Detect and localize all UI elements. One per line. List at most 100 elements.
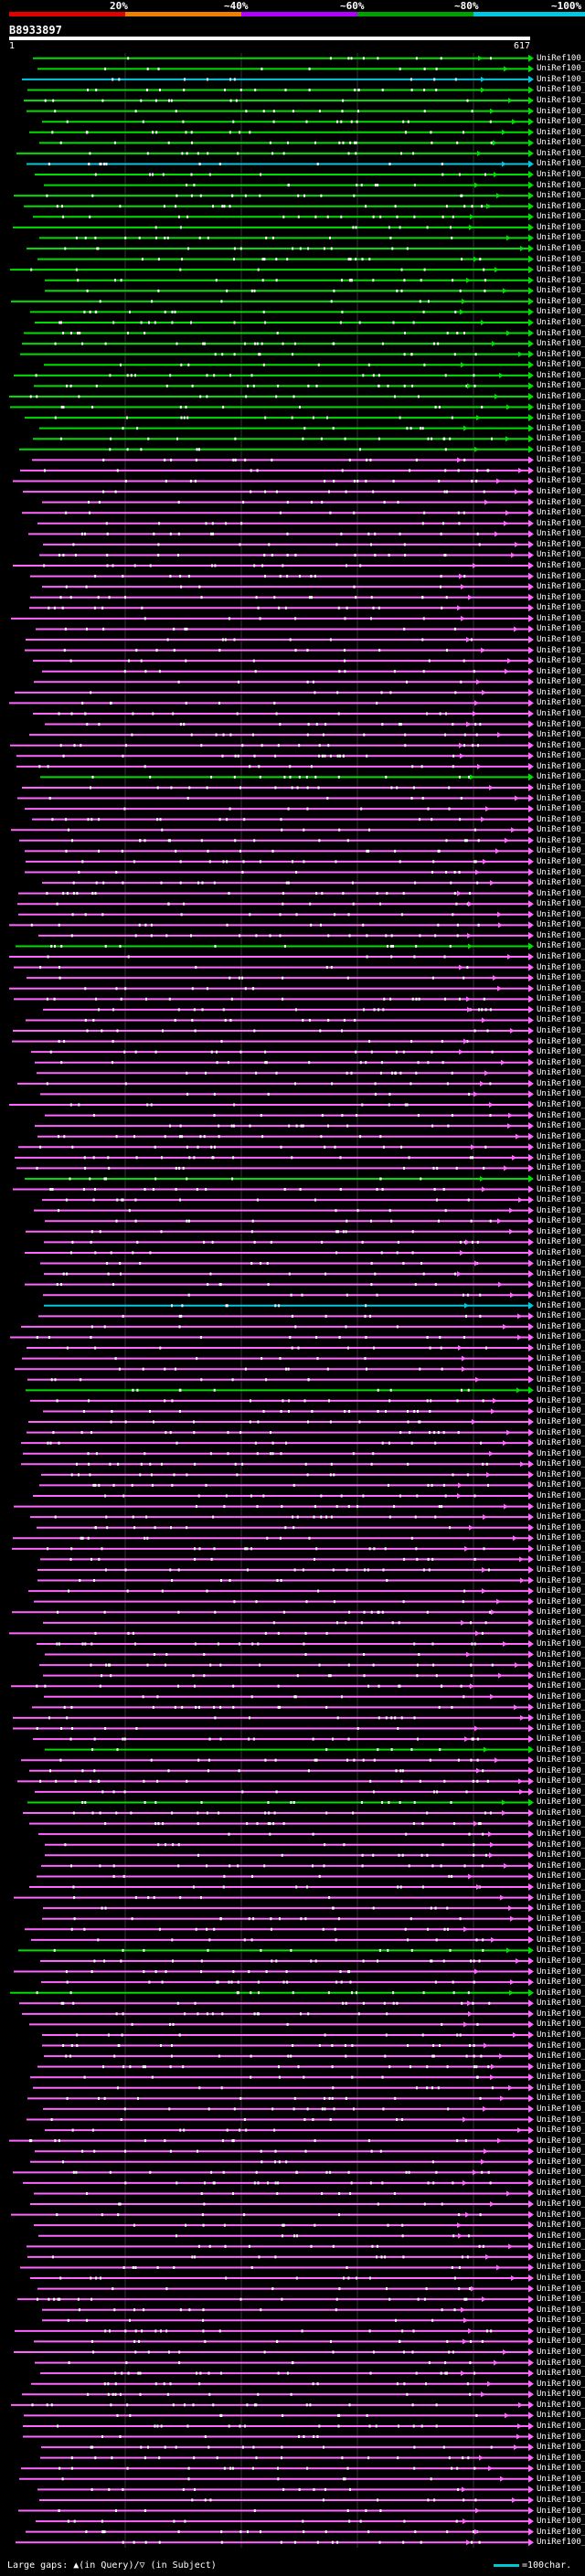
hit-label[interactable]: UniRef100_Q9LMR1 bbox=[537, 708, 585, 718]
hit-label[interactable]: UniRef100_Q9FUR5 bbox=[537, 2041, 585, 2051]
hit-label[interactable]: UniRef100_Q01943 bbox=[537, 613, 585, 623]
hit-label[interactable]: UniRef100_Q9LJ64 bbox=[537, 899, 585, 909]
hit-label[interactable]: UniRef100_C5Y7E8 bbox=[537, 1216, 585, 1226]
hit-label[interactable]: UniRef100_A5BQP2 bbox=[537, 825, 585, 835]
hit-label[interactable]: UniRef100_Q9TQK5 bbox=[537, 730, 585, 740]
hit-label[interactable]: UniRef100_Q9VR46 bbox=[537, 2252, 585, 2262]
hit-label[interactable]: UniRef100_Q1L0R7 bbox=[537, 1596, 585, 1606]
hit-label[interactable]: UniRef100_Q49151 bbox=[537, 2453, 585, 2463]
hit-label[interactable]: UniRef100_P04599 bbox=[537, 148, 585, 158]
hit-label[interactable]: UniRef100_Q9SIL9 bbox=[537, 814, 585, 824]
hit-label[interactable]: UniRef100_Q4FL07 bbox=[537, 1110, 585, 1120]
hit-label[interactable]: UniRef100_UP1000... bbox=[537, 2379, 585, 2389]
hit-label[interactable]: UniRef100_UP1000... bbox=[537, 1427, 585, 1437]
hit-label[interactable]: UniRef100_Q43684 bbox=[537, 233, 585, 243]
hit-label[interactable]: UniRef100_UP1000... bbox=[537, 909, 585, 919]
hit-label[interactable]: UniRef100_UP1000... bbox=[537, 856, 585, 866]
hit-label[interactable]: UniRef100_C4IYP5 bbox=[537, 1491, 585, 1500]
hit-label[interactable]: UniRef100_Q43699 bbox=[537, 2347, 585, 2357]
hit-label[interactable]: UniRef100_Q41707 bbox=[537, 275, 585, 285]
hit-label[interactable]: UniRef100_Q9M342 bbox=[537, 941, 585, 951]
hit-label[interactable]: UniRef100_B9HRV2 bbox=[537, 930, 585, 940]
hit-label[interactable]: UniRef100_B9R0Q4 bbox=[537, 1744, 585, 1754]
hit-label[interactable]: UniRef100_Q2V8Q1 bbox=[537, 582, 585, 592]
hit-label[interactable]: UniRef100_Q2YHP3 bbox=[537, 1564, 585, 1574]
hit-label[interactable]: UniRef100_Q9FSQ0 bbox=[537, 222, 585, 232]
hit-label[interactable]: UniRef100_B9MT25 bbox=[537, 635, 585, 644]
hit-label[interactable]: UniRef100_Q39085 bbox=[537, 286, 585, 296]
hit-label[interactable]: UniRef100_Q5NW55 bbox=[537, 1956, 585, 1966]
hit-label[interactable]: UniRef100_C1FJF1 bbox=[537, 1681, 585, 1691]
hit-label[interactable]: UniRef100_Q9FSI6 bbox=[537, 360, 585, 370]
hit-label[interactable]: UniRef100_Q8LP15 bbox=[537, 487, 585, 497]
hit-label[interactable]: UniRef100_A4AS05 bbox=[537, 1269, 585, 1279]
hit-label[interactable]: UniRef100_Q41120 bbox=[537, 645, 585, 655]
hit-label[interactable]: UniRef100_Q43682 bbox=[537, 265, 585, 275]
hit-label[interactable]: UniRef100_UP1000... bbox=[537, 370, 585, 380]
hit-label[interactable]: UniRef100_Q9SN44 bbox=[537, 1385, 585, 1395]
hit-label[interactable]: UniRef100_UP1000... bbox=[537, 2443, 585, 2453]
hit-label[interactable]: UniRef100_Q9FSV7 bbox=[537, 413, 585, 423]
hit-label[interactable]: UniRef100_Q52066 bbox=[537, 1469, 585, 1479]
hit-label[interactable]: UniRef100_P00012 bbox=[537, 1617, 585, 1627]
hit-label[interactable]: UniRef100_Q41127 bbox=[537, 2506, 585, 2516]
hit-label[interactable]: UniRef100_Q9LG68 bbox=[537, 117, 585, 127]
hit-label[interactable]: UniRef100_Q9FSP5 bbox=[537, 1300, 585, 1310]
hit-label[interactable]: UniRef100_Q7G6K7 bbox=[537, 2411, 585, 2421]
hit-label[interactable]: UniRef100_Q9ZWT0 bbox=[537, 835, 585, 845]
hit-label[interactable]: UniRef100_Q39599 bbox=[537, 180, 585, 190]
hit-label[interactable]: UniRef100_Q8GD27 bbox=[537, 1448, 585, 1458]
hit-label[interactable]: UniRef100_Q01HB3 bbox=[537, 2062, 585, 2072]
hit-label[interactable]: UniRef100_UP1000... bbox=[537, 1501, 585, 1511]
hit-label[interactable]: UniRef100_B9HDK4 bbox=[537, 2263, 585, 2273]
hit-label[interactable]: UniRef100_B9HAP8 bbox=[537, 1977, 585, 1988]
hit-label[interactable]: UniRef100_UP1000... bbox=[537, 1290, 585, 1300]
hit-label[interactable]: UniRef100_Q9M1M0 bbox=[537, 349, 585, 359]
hit-label[interactable]: UniRef100_Q8A2L0 bbox=[537, 1712, 585, 1723]
hit-label[interactable]: UniRef100_Q9M6R7 bbox=[537, 53, 585, 63]
hit-label[interactable]: UniRef100_Q9LJK3 bbox=[537, 402, 585, 412]
hit-label[interactable]: UniRef100_Q9T7N0 bbox=[537, 2242, 585, 2252]
hit-label[interactable]: UniRef100_Q43607 bbox=[537, 444, 585, 454]
hit-label[interactable]: UniRef100_Q9SN46 bbox=[537, 1163, 585, 1173]
hit-label[interactable]: UniRef100_A5AQ20 bbox=[537, 973, 585, 983]
hit-label[interactable]: UniRef100_B9IXD0 bbox=[537, 867, 585, 877]
hit-label[interactable]: UniRef100_B9RLU7 bbox=[537, 1374, 585, 1384]
hit-label[interactable]: UniRef100_Q6SSE8 bbox=[537, 2009, 585, 2019]
hit-label[interactable]: UniRef100_UP1000... bbox=[537, 1554, 585, 1564]
hit-label[interactable]: UniRef100_B91AD8 bbox=[537, 497, 585, 507]
hit-label[interactable]: UniRef100_Q39866 bbox=[537, 1099, 585, 1109]
hit-label[interactable]: UniRef100_Q9SIB6 bbox=[537, 1533, 585, 1543]
hit-label[interactable]: UniRef100_Q9STN0 bbox=[537, 761, 585, 771]
hit-label[interactable]: UniRef100_Q38913 bbox=[537, 666, 585, 676]
hit-label[interactable]: UniRef100_Q4U446 bbox=[537, 529, 585, 539]
hit-label[interactable]: UniRef100_B9GPN1 bbox=[537, 2517, 585, 2527]
hit-label[interactable]: UniRef100_Q94ES4 bbox=[537, 1184, 585, 1194]
hit-label[interactable]: UniRef100_Q9M6E0 bbox=[537, 96, 585, 106]
hit-label[interactable]: UniRef100_B9HHG0 bbox=[537, 2115, 585, 2125]
hit-label[interactable]: UniRef100_Q43414 bbox=[537, 1966, 585, 1977]
hit-label[interactable]: UniRef100_Q9ZPN8 bbox=[537, 2231, 585, 2241]
hit-label[interactable]: UniRef100_B9S2L6 bbox=[537, 2284, 585, 2294]
hit-label[interactable]: UniRef100_B9RE19 bbox=[537, 1998, 585, 2009]
hit-label[interactable]: UniRef100_Q9S882 bbox=[537, 296, 585, 306]
hit-label[interactable]: UniRef100_Q54SL5 bbox=[537, 2390, 585, 2400]
hit-label[interactable]: UniRef100_Q5ZGI0 bbox=[537, 1649, 585, 1659]
hit-label[interactable]: UniRef100_Q40415 bbox=[537, 751, 585, 761]
hit-label[interactable]: UniRef100_Q9M6Q9 bbox=[537, 307, 585, 317]
hit-label[interactable]: UniRef100_A9TWH3 bbox=[537, 2178, 585, 2188]
hit-label[interactable]: UniRef100_C2M7K6 bbox=[537, 1226, 585, 1236]
hit-label[interactable]: UniRef100_B4M1U4 bbox=[537, 1628, 585, 1638]
hit-label[interactable]: UniRef100_Q43564 bbox=[537, 2274, 585, 2284]
hit-label[interactable]: UniRef100_UP1000... bbox=[537, 1543, 585, 1553]
hit-label[interactable]: UniRef100_Q9M6T6 bbox=[537, 2337, 585, 2347]
hit-label[interactable]: UniRef100_UP1000... bbox=[537, 2030, 585, 2040]
hit-label[interactable]: UniRef100_Q65760 bbox=[537, 339, 585, 349]
hit-label[interactable]: UniRef100_UP1000... bbox=[537, 1797, 585, 1807]
hit-label[interactable]: UniRef100_Q94ES9 bbox=[537, 687, 585, 697]
hit-label[interactable]: UniRef100_B8B822 bbox=[537, 1755, 585, 1765]
hit-label[interactable]: UniRef100_Q2WGQ1 bbox=[537, 550, 585, 560]
hit-label[interactable]: UniRef100_B4PTB0 bbox=[537, 2189, 585, 2199]
hit-label[interactable]: UniRef100_A5B476 bbox=[537, 2104, 585, 2114]
hit-label[interactable]: UniRef100_Q7DMV8 bbox=[537, 170, 585, 180]
